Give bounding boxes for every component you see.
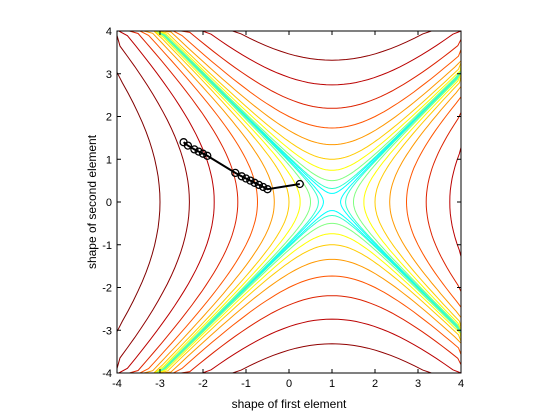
contour-line-34 [184, 30, 462, 86]
path-point-2 [259, 182, 268, 192]
contour-lines [116, 30, 462, 374]
path-point-14 [179, 138, 188, 147]
x-tick-label-7: 3 [415, 378, 421, 390]
y-axis-label: shape of second element [85, 134, 99, 269]
contour-line-21 [134, 30, 275, 374]
y-tick-label-2: -2 [102, 283, 112, 295]
y-tick-label-3: -1 [102, 240, 112, 252]
path-point-5 [246, 176, 255, 185]
y-tick-label-8: 4 [106, 26, 112, 38]
contour-line-12 [363, 60, 462, 344]
y-tick-label-7: 3 [106, 69, 112, 81]
path-point-9 [203, 151, 212, 160]
x-tick-label-1: -3 [155, 378, 165, 390]
path-point-10 [198, 149, 208, 158]
contour-line-31 [172, 295, 462, 374]
contour-line-23 [153, 258, 462, 374]
contour-line-27 [155, 275, 462, 374]
contour-line-28 [425, 91, 462, 313]
contour-line-5 [147, 30, 319, 374]
contour-line-3 [139, 210, 462, 374]
path-point-3 [254, 180, 264, 190]
path-point-8 [231, 168, 240, 178]
x-tick-label-4: 0 [286, 378, 292, 390]
contour-line-13 [136, 30, 301, 374]
x-tick-label-6: 2 [372, 378, 378, 390]
contour-line-16 [374, 62, 462, 342]
contour-line-35 [184, 318, 462, 374]
path-point-0 [295, 179, 304, 189]
contour-line-33 [117, 30, 215, 374]
contour-line-9 [145, 30, 311, 374]
contour-line-0 [340, 53, 462, 351]
contour-line-17 [135, 30, 290, 374]
y-tick-label-5: 1 [106, 154, 112, 166]
contour-line-2 [139, 30, 462, 194]
path-point-4 [250, 178, 259, 187]
contour-line-37 [116, 31, 190, 373]
contour-line-15 [148, 233, 462, 374]
contour-line-11 [146, 222, 462, 374]
contour-line-4 [345, 59, 462, 345]
axis-ticks: -4 -3 -2 -1 0 1 2 3 4 -4 -3 -2 -1 0 1 2 3 4 [102, 26, 464, 390]
path-point-7 [237, 172, 246, 181]
contour-line-18 [149, 30, 462, 160]
contour-line-19 [149, 244, 462, 374]
x-tick-label-0: -4 [112, 378, 122, 390]
y-tick-label-0: -4 [102, 368, 112, 380]
contour-line-38 [205, 30, 459, 61]
y-tick-label-4: 0 [106, 197, 112, 209]
contour-line-10 [146, 30, 462, 182]
path-point-1 [263, 185, 272, 194]
contour-line-8 [353, 58, 462, 346]
optimization-path [179, 138, 304, 194]
contour-line-20 [389, 65, 462, 339]
contour-line-7 [147, 215, 462, 374]
contour-line-39 [205, 343, 459, 374]
x-tick-label-3: -1 [241, 378, 251, 390]
contour-line-1 [139, 30, 324, 374]
contour-line-26 [155, 30, 462, 129]
contour-line-14 [148, 30, 462, 171]
contour-line-30 [172, 30, 462, 109]
y-tick-label-1: -3 [102, 325, 112, 337]
x-tick-label-2: -2 [198, 378, 208, 390]
path-point-11 [194, 147, 203, 156]
path-point-12 [190, 145, 199, 154]
x-tick-label-5: 1 [329, 378, 335, 390]
contour-line-6 [147, 30, 462, 189]
x-axis-label: shape of first element [232, 397, 347, 411]
contour-line-24 [405, 76, 462, 328]
x-tick-label-8: 4 [458, 378, 464, 390]
contour-line-29 [120, 30, 239, 374]
path-point-6 [241, 174, 251, 183]
contour-line-22 [153, 30, 462, 146]
contour-line-25 [130, 30, 259, 374]
contour-line-40 [116, 50, 161, 354]
y-tick-label-6: 2 [106, 112, 112, 124]
